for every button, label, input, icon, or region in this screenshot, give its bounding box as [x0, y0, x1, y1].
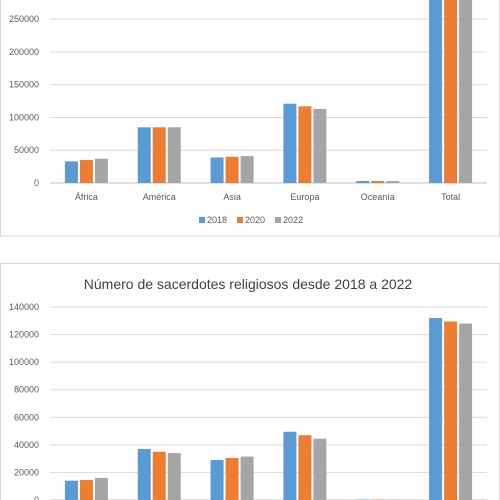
- category-label: América: [143, 192, 176, 202]
- y-tick-label: 0: [34, 178, 39, 188]
- bar-áfrica-2018: [64, 480, 78, 500]
- bar-oceanía-2022: [386, 181, 400, 183]
- y-tick-label: 40000: [14, 440, 39, 450]
- legend-label: 2022: [283, 215, 303, 225]
- y-tick-label: 120000: [9, 330, 39, 340]
- bar-europa-2020: [298, 106, 312, 183]
- bar-asia-2018: [210, 460, 224, 500]
- bar-oceanía-2018: [356, 181, 370, 183]
- category-label: Total: [441, 192, 460, 202]
- chart-frame: [0, 0, 500, 237]
- y-tick-label: 140000: [9, 302, 39, 312]
- bar-áfrica-2020: [79, 480, 93, 500]
- category-label: Europa: [290, 192, 319, 202]
- legend-label: 2020: [245, 215, 265, 225]
- bar-áfrica-2020: [79, 160, 93, 183]
- bar-europa-2018: [283, 431, 297, 500]
- y-tick-label: 150000: [9, 80, 39, 90]
- bar-oceanía-2020: [371, 181, 385, 183]
- bar-américa-2018: [137, 127, 151, 183]
- bar-américa-2018: [137, 448, 151, 500]
- y-tick-label: 50000: [14, 145, 39, 155]
- bar-américa-2022: [167, 127, 181, 183]
- bar-asia-2020: [225, 457, 239, 500]
- bar-europa-2022: [313, 438, 327, 500]
- bar-áfrica-2018: [64, 161, 78, 183]
- chart-religious-priests: Número de sacerdotes religiosos desde 20…: [0, 263, 500, 500]
- bar-américa-2020: [152, 451, 166, 500]
- chart-legend: 2018 2020 2022: [199, 215, 303, 225]
- bar-asia-2020: [225, 156, 239, 183]
- y-tick-label: 80000: [14, 385, 39, 395]
- chart-title: Número de sacerdotes religiosos desde 20…: [84, 276, 413, 292]
- bar-áfrica-2022: [94, 158, 108, 183]
- bar-total-2018: [429, 0, 443, 183]
- bar-asia-2018: [210, 157, 224, 183]
- bar-total-2020: [444, 0, 458, 183]
- bar-total-2022: [459, 0, 473, 183]
- legend-label: 2018: [207, 215, 227, 225]
- bar-américa-2020: [152, 127, 166, 183]
- category-label: Oceanía: [361, 192, 395, 202]
- bar-europa-2018: [283, 103, 297, 183]
- legend-swatch: [275, 217, 281, 223]
- bar-europa-2022: [313, 108, 327, 183]
- bar-total-2020: [444, 321, 458, 500]
- y-tick-label: 200000: [9, 47, 39, 57]
- category-label: África: [75, 192, 98, 202]
- category-label: Asia: [223, 192, 241, 202]
- y-tick-label: 100000: [9, 357, 39, 367]
- bar-asia-2022: [240, 156, 254, 183]
- chart-priests-total: 0 50000 100000 150000 200000 250000 África Amé…: [0, 0, 500, 237]
- bar-américa-2022: [167, 453, 181, 500]
- bar-total-2018: [429, 318, 443, 500]
- y-tick-label: 20000: [14, 467, 39, 477]
- bar-total-2022: [459, 323, 473, 500]
- y-tick-label: 0: [34, 495, 39, 500]
- legend-swatch: [199, 217, 205, 223]
- legend-swatch: [237, 217, 243, 223]
- y-tick-label: 60000: [14, 412, 39, 422]
- y-tick-label: 250000: [9, 14, 39, 24]
- bar-europa-2020: [298, 435, 312, 500]
- bar-áfrica-2022: [94, 477, 108, 500]
- y-tick-label: 100000: [9, 112, 39, 122]
- bar-asia-2022: [240, 456, 254, 500]
